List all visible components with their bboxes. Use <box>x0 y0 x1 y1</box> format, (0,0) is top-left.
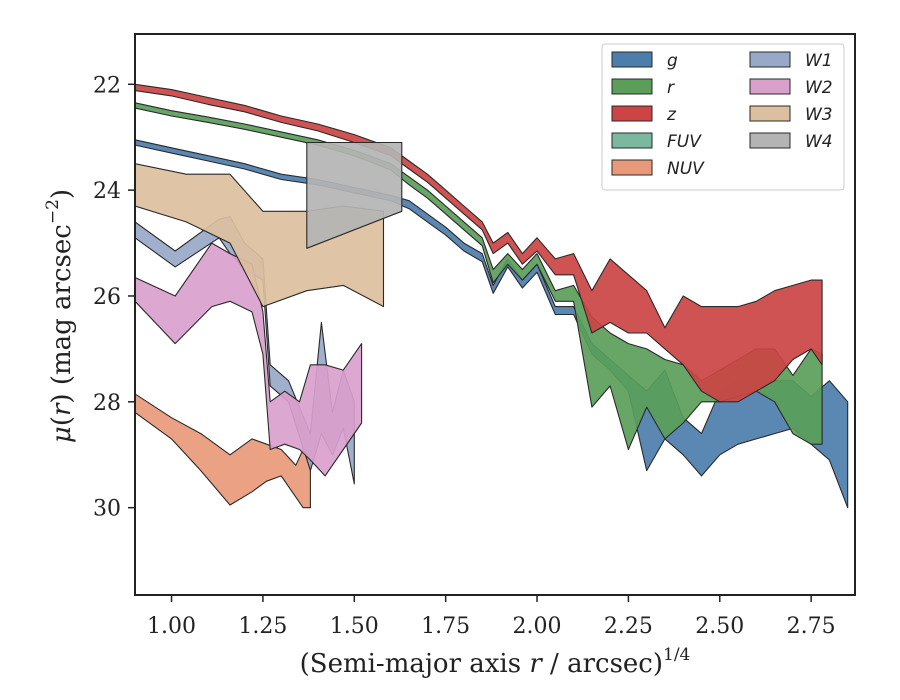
legend-swatch-w1 <box>749 51 791 68</box>
legend-label-g: g <box>667 51 678 71</box>
band-nuv <box>135 393 311 509</box>
x-tick-label: 1.75 <box>421 614 470 639</box>
legend-swatch-w2 <box>749 78 791 95</box>
y-tick-label: 26 <box>93 285 121 310</box>
y-axis-title: μ(r) (mag arcsec−2) <box>43 189 77 443</box>
x-tick-label: 1.50 <box>330 614 379 639</box>
ticks-layer: 1.00 1.25 1.50 1.75 2.00 2.25 2.50 2.75 22 24 26 28… <box>93 73 836 639</box>
legend-swatch-w4 <box>749 132 791 149</box>
legend-swatch-fuv <box>611 132 653 149</box>
x-tick-label: 2.75 <box>787 614 836 639</box>
band-r <box>135 102 823 451</box>
legend-swatch-r <box>611 78 653 95</box>
y-tick-label: 22 <box>93 73 121 98</box>
x-axis-title: (Semi-major axis r / arcsec)1/4 <box>300 645 691 679</box>
plot-frame <box>134 33 856 596</box>
x-tick-label: 1.00 <box>147 614 196 639</box>
legend-label-fuv: FUV <box>667 132 702 152</box>
legend-swatch-g <box>611 51 653 68</box>
legend-label-z: z <box>666 105 677 125</box>
series-layer <box>135 83 849 509</box>
y-tick-label: 30 <box>93 497 121 522</box>
legend-label-w2: W2 <box>805 78 833 98</box>
legend-label-w4: W4 <box>805 132 833 152</box>
band-w4 <box>306 141 403 249</box>
legend-label-nuv: NUV <box>667 159 705 179</box>
legend-swatch-z <box>611 105 653 122</box>
legend: grz FUV NUV W1 W2 W3 W4 <box>601 43 845 191</box>
band-z <box>135 83 823 403</box>
legend-label-w1: W1 <box>805 51 833 71</box>
band-w3 <box>135 163 385 308</box>
x-tick-label: 2.50 <box>695 614 744 639</box>
legend-label-r: r <box>667 78 675 98</box>
x-tick-label: 1.25 <box>238 614 287 639</box>
x-tick-label: 2.25 <box>604 614 653 639</box>
y-tick-label: 28 <box>93 391 121 416</box>
legend-swatch-nuv <box>611 159 653 176</box>
y-tick-label: 24 <box>93 179 121 204</box>
legend-label-w3: W3 <box>805 105 833 125</box>
x-tick-label: 2.00 <box>513 614 562 639</box>
legend-swatch-w3 <box>749 105 791 122</box>
